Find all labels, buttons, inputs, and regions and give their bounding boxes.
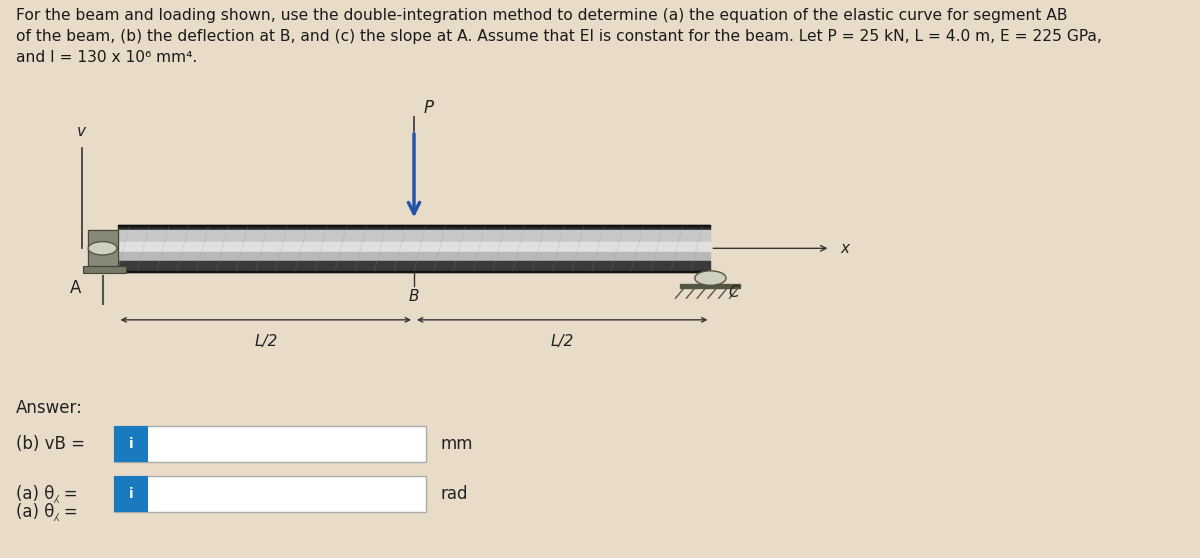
- Bar: [118, 261, 710, 272]
- Text: B: B: [409, 289, 419, 304]
- Bar: [680, 283, 740, 288]
- Text: Answer:: Answer:: [16, 399, 83, 417]
- Text: L/2: L/2: [254, 334, 277, 349]
- Bar: [88, 230, 118, 266]
- Bar: [118, 271, 710, 272]
- Text: A: A: [70, 278, 82, 297]
- Bar: [118, 225, 710, 230]
- Text: For the beam and loading shown, use the double-integration method to determine (: For the beam and loading shown, use the …: [16, 8, 1067, 23]
- Text: i: i: [128, 437, 133, 451]
- Text: (a) θ⁁ =: (a) θ⁁ =: [16, 485, 77, 503]
- Bar: [118, 230, 710, 242]
- Text: L/2: L/2: [551, 334, 574, 349]
- Text: (b) vB =: (b) vB =: [16, 435, 84, 453]
- Text: (a) θ⁁ =: (a) θ⁁ =: [16, 503, 77, 521]
- Text: mm: mm: [440, 435, 473, 453]
- Text: v: v: [77, 124, 86, 140]
- Bar: [118, 242, 710, 252]
- Text: C: C: [728, 285, 739, 300]
- Text: rad: rad: [440, 485, 468, 503]
- Bar: [114, 476, 426, 512]
- Bar: [88, 230, 118, 266]
- Bar: [83, 266, 126, 273]
- Bar: [118, 252, 710, 261]
- Bar: [118, 225, 710, 226]
- Circle shape: [695, 271, 726, 285]
- Text: of the beam, (b) the deflection at B, and (c) the slope at A. Assume that El is : of the beam, (b) the deflection at B, an…: [16, 29, 1102, 44]
- Bar: [114, 426, 426, 462]
- Text: and I = 130 x 10⁶ mm⁴.: and I = 130 x 10⁶ mm⁴.: [16, 50, 197, 65]
- Circle shape: [89, 242, 118, 255]
- Text: P: P: [424, 99, 433, 117]
- Bar: [114, 426, 148, 462]
- Text: i: i: [128, 487, 133, 501]
- Text: x: x: [840, 241, 850, 256]
- Bar: [114, 476, 148, 512]
